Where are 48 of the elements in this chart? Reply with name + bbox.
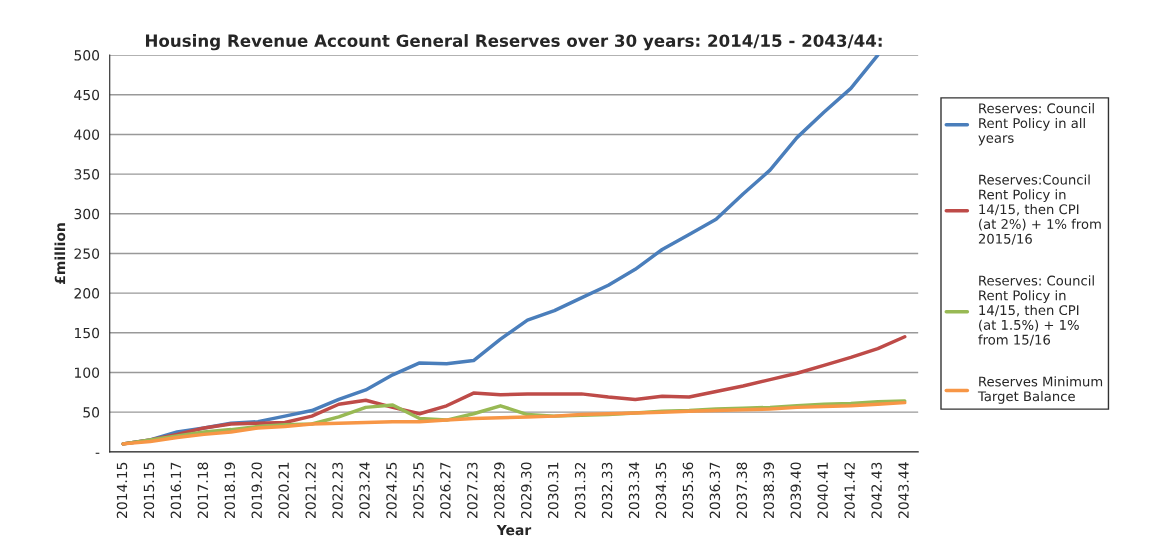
x-tick-label: 2037.38 bbox=[736, 462, 748, 518]
x-tick-label: 2029.30 bbox=[520, 462, 532, 518]
y-tick-label: 100 bbox=[75, 367, 100, 378]
x-tick-label: 2021.22 bbox=[305, 462, 316, 518]
legend-label: Reserves:Council Rent Policy in 14/15, then CPI (at 2%) + 1% from 2015/16 bbox=[978, 174, 1101, 245]
x-axis-title: Year bbox=[496, 524, 532, 536]
y-tick-label: 250 bbox=[74, 248, 100, 259]
x-tick-label: 2020.21 bbox=[278, 462, 289, 518]
x-tick-label: 2016.17 bbox=[170, 462, 182, 518]
x-tick-label: 2015.15 bbox=[143, 462, 155, 518]
legend-label: Reserves Minimum Target Balance bbox=[977, 376, 1103, 404]
x-tick-label: 2025.25 bbox=[413, 462, 424, 518]
x-tick-label: 2038.39 bbox=[763, 462, 775, 518]
chart-title: Housing Revenue Account General Reserves over 30 years: 2014/15 - 2043/44: bbox=[145, 34, 882, 51]
x-tick-label: 2030.31 bbox=[547, 462, 559, 518]
y-tick-label: 500 bbox=[74, 50, 100, 61]
x-tick-label: 2041.42 bbox=[844, 462, 855, 518]
y-tick-label: 150 bbox=[75, 327, 100, 339]
x-tick-label: 2039.40 bbox=[790, 462, 801, 518]
y-tick-label: 200 bbox=[74, 288, 100, 299]
y-tick-label: 350 bbox=[74, 169, 100, 180]
x-tick-label: 2031.32 bbox=[574, 462, 586, 518]
legend-label: Reserves: Council Rent Policy in 14/15, then CPI (at 1.5%) + 1% from 15/16 bbox=[978, 275, 1094, 346]
legend-label: Reserves: Council Rent Policy in all years bbox=[978, 103, 1094, 146]
x-tick-label: 2017.18 bbox=[197, 462, 209, 518]
x-tick-label: 2028.29 bbox=[494, 462, 505, 518]
x-tick-label: 2035.36 bbox=[682, 462, 694, 518]
x-tick-label: 2042.43 bbox=[871, 462, 882, 518]
x-tick-label: 2032.33 bbox=[601, 462, 613, 518]
x-tick-label: 2019.20 bbox=[251, 462, 262, 518]
x-tick-label: 2027.23 bbox=[467, 462, 478, 518]
y-tick-label: 300 bbox=[74, 208, 100, 220]
x-tick-label: 2022.23 bbox=[332, 462, 343, 518]
y-tick-label: - bbox=[95, 452, 100, 454]
x-tick-label: 2026.27 bbox=[440, 462, 451, 518]
x-tick-label: 2034.35 bbox=[655, 462, 667, 518]
x-tick-label: 2043.44 bbox=[898, 462, 909, 518]
x-tick-label: 2033.34 bbox=[628, 462, 640, 518]
y-tick-label: 400 bbox=[74, 129, 100, 140]
y-tick-label: 50 bbox=[83, 407, 100, 418]
x-tick-label: 2014.15 bbox=[116, 462, 128, 518]
x-tick-label: 2024.25 bbox=[386, 462, 397, 518]
x-tick-label: 2018.19 bbox=[224, 462, 236, 518]
y-axis-title: £million bbox=[54, 223, 66, 284]
y-tick-label: 450 bbox=[74, 89, 100, 101]
x-tick-label: 2036.37 bbox=[709, 462, 721, 518]
x-tick-label: 2023.24 bbox=[359, 462, 370, 518]
x-tick-label: 2040.41 bbox=[817, 462, 828, 518]
